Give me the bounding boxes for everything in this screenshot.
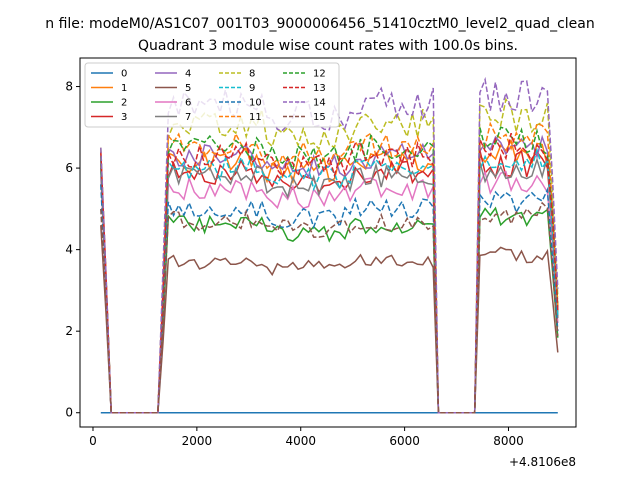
series-line-12 — [100, 126, 559, 414]
series-line-3 — [100, 150, 559, 414]
legend-label: 13 — [313, 83, 326, 94]
series-line-5 — [100, 225, 559, 414]
y-tick-label: 2 — [65, 324, 73, 338]
legend-entry-4: 4 — [155, 69, 191, 80]
series-line-7 — [100, 156, 559, 414]
x-axis: 0 2000 4000 6000 8000 — [89, 427, 524, 448]
chart-suptitle: n file: modeM0/AS1C07_001T03_9000006456_… — [45, 16, 594, 32]
legend-label: 3 — [121, 112, 127, 123]
legend-label: 5 — [185, 83, 191, 94]
legend-label: 14 — [313, 98, 326, 109]
x-tick-label: 8000 — [493, 434, 524, 448]
series-line-6 — [100, 169, 559, 414]
plot-area — [79, 57, 577, 428]
legend-label: 8 — [249, 69, 255, 80]
chart-title: Quadrant 3 module wise count rates with … — [138, 38, 518, 54]
legend-entry-3: 3 — [91, 112, 127, 123]
y-tick-label: 6 — [65, 161, 73, 175]
series-line-11 — [100, 121, 559, 414]
x-tick-label: 4000 — [285, 434, 316, 448]
legend-entry-11: 11 — [219, 112, 262, 123]
legend-entry-1: 1 — [91, 83, 127, 94]
legend-entry-6: 6 — [155, 98, 191, 109]
series-line-13 — [100, 132, 559, 414]
legend-label: 1 — [121, 83, 127, 94]
series-line-8 — [100, 97, 559, 414]
legend-label: 0 — [121, 69, 127, 80]
legend-entry-5: 5 — [155, 83, 191, 94]
legend-entry-12: 12 — [283, 69, 326, 80]
legend-entry-13: 13 — [283, 83, 326, 94]
series-line-15 — [100, 201, 559, 414]
legend-entry-0: 0 — [91, 69, 127, 80]
legend-label: 10 — [249, 98, 262, 109]
y-tick-label: 8 — [65, 80, 73, 94]
legend-label: 9 — [249, 83, 255, 94]
x-axis-offset-label: +4.8106e8 — [509, 455, 576, 469]
legend-label: 12 — [313, 69, 326, 80]
series-line-10 — [100, 184, 559, 414]
legend-label: 15 — [313, 112, 326, 123]
legend-frame — [84, 62, 340, 128]
legend-entry-15: 15 — [283, 112, 326, 123]
series-line-2 — [100, 168, 559, 414]
x-tick-label: 0 — [89, 434, 97, 448]
legend-entry-2: 2 — [91, 98, 127, 109]
legend-entry-14: 14 — [283, 98, 326, 109]
legend-entry-9: 9 — [219, 83, 255, 94]
y-tick-label: 0 — [65, 406, 73, 420]
legend-label: 2 — [121, 98, 127, 109]
series-line-1 — [100, 138, 559, 414]
y-axis: 0 2 4 6 8 — [65, 80, 80, 420]
x-tick-label: 6000 — [389, 434, 420, 448]
series-group — [100, 76, 559, 414]
legend-label: 6 — [185, 98, 191, 109]
legend-entry-10: 10 — [219, 98, 262, 109]
axes-frame — [79, 57, 577, 428]
legend-entry-8: 8 — [219, 69, 255, 80]
series-line-4 — [100, 134, 559, 414]
y-tick-label: 4 — [65, 243, 73, 257]
legend-entry-7: 7 — [155, 112, 191, 123]
legend-label: 4 — [185, 69, 191, 80]
x-tick-label: 2000 — [182, 434, 213, 448]
series-line-9 — [100, 147, 559, 414]
legend-label: 11 — [249, 112, 262, 123]
legend-label: 7 — [185, 112, 191, 123]
